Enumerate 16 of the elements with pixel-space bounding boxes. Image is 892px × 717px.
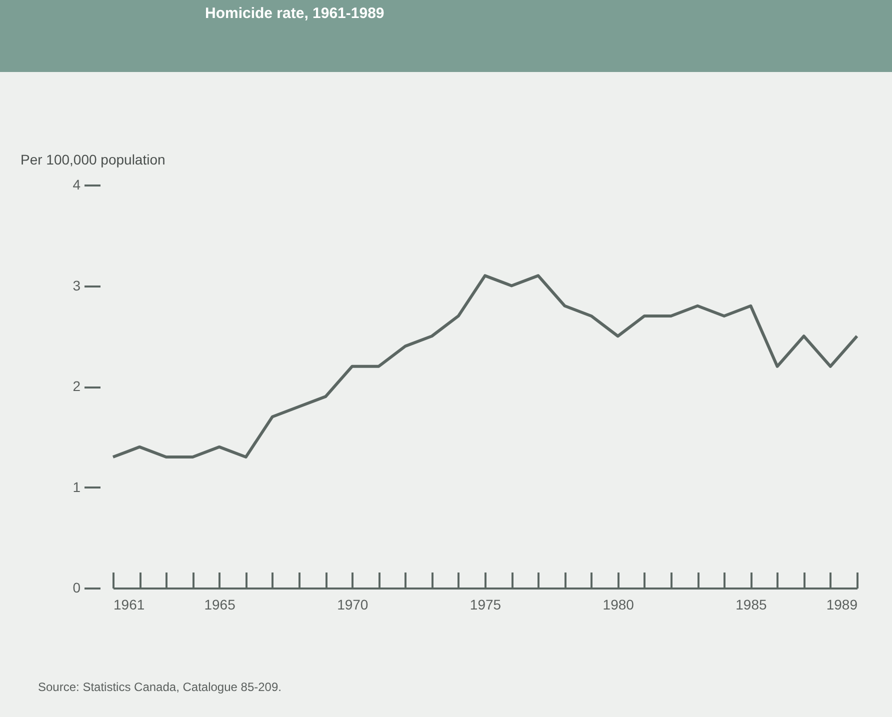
chart-title: Homicide rate, 1961-1989 — [205, 5, 384, 22]
y-axis-title: Per 100,000 population — [20, 152, 166, 168]
y-tick-label: 2 — [72, 378, 81, 394]
y-tick-label: 4 — [72, 176, 81, 192]
x-tick-label: 1970 — [337, 596, 368, 612]
y-tick-label: 3 — [72, 277, 81, 294]
x-tick-label: 1961 — [114, 596, 145, 612]
x-tick-label: 1980 — [602, 596, 634, 612]
x-tick-label: 1989 — [826, 596, 858, 612]
x-tick-label: 1985 — [736, 596, 767, 612]
line-series — [112, 274, 858, 459]
x-tick-label: 1975 — [470, 596, 502, 612]
x-tick-label: 1965 — [204, 596, 236, 612]
y-tick-label: 1 — [72, 478, 81, 495]
source-note: Source: Statistics Canada, Catalogue 85-209. — [38, 680, 282, 694]
y-tick-label: 0 — [72, 580, 81, 596]
